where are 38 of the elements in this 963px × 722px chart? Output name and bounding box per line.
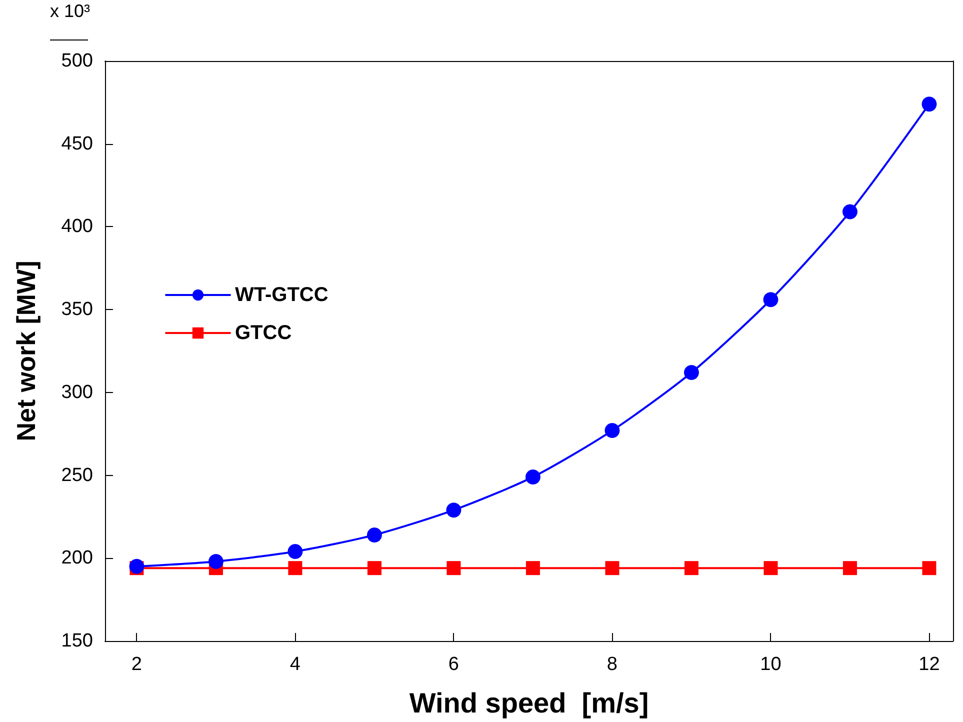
x-tick-label: 8: [606, 654, 618, 675]
point: [763, 292, 778, 308]
point: [684, 365, 699, 380]
x-tick-label: 12: [918, 654, 940, 675]
point: [922, 561, 936, 576]
y-tick-label: 200: [61, 548, 93, 569]
y-tick-label: 400: [61, 216, 93, 238]
point: [842, 561, 857, 576]
point: [764, 561, 778, 576]
y-tick-label: 450: [61, 133, 93, 154]
point: [922, 96, 937, 112]
point: [366, 527, 382, 542]
text: x 10³: [50, 1, 90, 21]
y-tick-label: 150: [61, 630, 93, 652]
point: [367, 561, 382, 576]
legend-label: WT-GTCC: [235, 284, 328, 306]
y-tick-label: 300: [61, 382, 93, 403]
point: [288, 544, 303, 560]
point: [208, 554, 224, 569]
point: [842, 204, 858, 220]
point: [446, 561, 461, 576]
x-tick-label: 6: [448, 654, 459, 675]
point: [525, 469, 540, 484]
x-axis-title: Wind speed [m/s]: [409, 688, 649, 718]
y-tick-label: 500: [61, 50, 93, 72]
x-tick-label: 10: [760, 654, 782, 675]
point: [446, 502, 462, 518]
legend-label: GTCC: [235, 322, 292, 344]
x-tick-label: 4: [290, 654, 301, 675]
y-tick-label: 250: [61, 464, 93, 486]
point: [526, 561, 540, 576]
point: [604, 423, 620, 438]
y-axis-title: Net work [MW]: [11, 260, 41, 442]
point: [288, 561, 302, 576]
point: [684, 561, 698, 576]
point: [605, 561, 620, 576]
y-tick-label: 350: [61, 299, 93, 320]
x-tick-label: 2: [131, 654, 142, 675]
